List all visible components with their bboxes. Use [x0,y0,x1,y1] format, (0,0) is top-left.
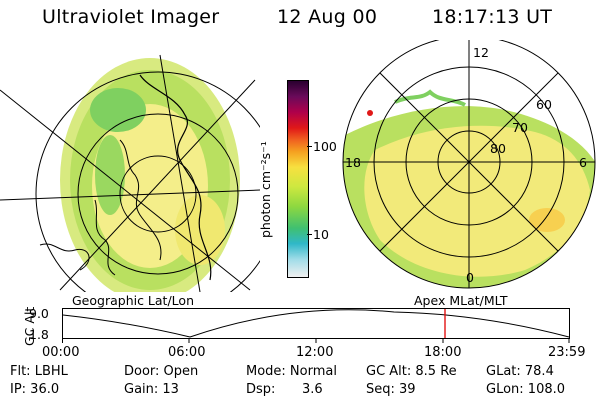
mlt-diagonal [379,72,559,252]
aurora-patch [95,135,125,215]
meridian [59,79,256,291]
mlt-label-0: 0 [466,270,474,285]
time-label: 18:17:13 UT [432,6,553,28]
mlt-label-18: 18 [345,155,361,170]
meridian [0,189,260,201]
mlat-label-80: 80 [490,141,506,156]
x-tick-label: 18:00 [424,345,462,360]
mlt-label-6: 6 [579,155,587,170]
dsp-label: Dsp: [246,382,276,397]
meridian [159,54,201,292]
glon-status: GLon: 108.0 [486,382,566,397]
aurora-core [364,125,590,277]
colorbar [287,80,309,278]
meridian [0,89,251,291]
aurora-patch [529,208,565,232]
coastline [39,243,90,271]
dsp-value: 3.6 [302,382,323,397]
altitude-timeline [62,308,570,343]
glat-status: GLat: 78.4 [486,364,554,379]
coastline [139,74,212,281]
colorbar-tick-label: 100 [313,139,337,154]
door-status: Door: Open [124,364,199,379]
geographic-caption: Geographic Lat/Lon [72,293,194,308]
colorbar-tick [307,146,312,147]
x-tick-label: 06:00 [168,345,206,360]
instrument-title: Ultraviolet Imager [42,6,220,28]
seq-status: Seq: 39 [366,382,416,397]
date-label: 12 Aug 00 [277,6,378,28]
geographic-image [0,54,260,292]
mlat-label-60: 60 [536,97,552,112]
gain-status: Gain: 13 [124,382,179,397]
timeline-y-tick: 9.0 [29,306,49,321]
mlat-label-70: 70 [512,120,528,135]
latitude-circle [77,113,239,275]
bright-spot [367,110,373,116]
coastline [94,199,116,276]
latitude-circle [119,155,197,233]
timeline-y-tick: 1.8 [29,327,49,342]
ip-status: IP: 36.0 [10,382,60,397]
colorbar-tick [307,234,312,235]
aurora-patch [90,88,146,132]
timeline-frame [62,308,570,339]
x-tick-label: 00:00 [42,345,80,360]
x-tick-label: 23:59 [548,345,586,360]
latitude-circle [35,71,260,292]
colorbar-unit-label: photon cm⁻²s⁻¹ [258,141,273,238]
mlt-label-12: 12 [473,45,489,60]
colorbar-tick-label: 10 [313,227,329,242]
x-tick-label: 12:00 [296,345,334,360]
apex-caption: Apex MLat/MLT [414,293,508,308]
mode-status: Mode: Normal [246,364,337,379]
altitude-curve [62,309,570,338]
filter-status: Flt: LBHL [10,364,68,379]
gc-alt-status: GC Alt: 8.5 Re [366,364,457,379]
mlat-mlt-plot [342,40,596,289]
